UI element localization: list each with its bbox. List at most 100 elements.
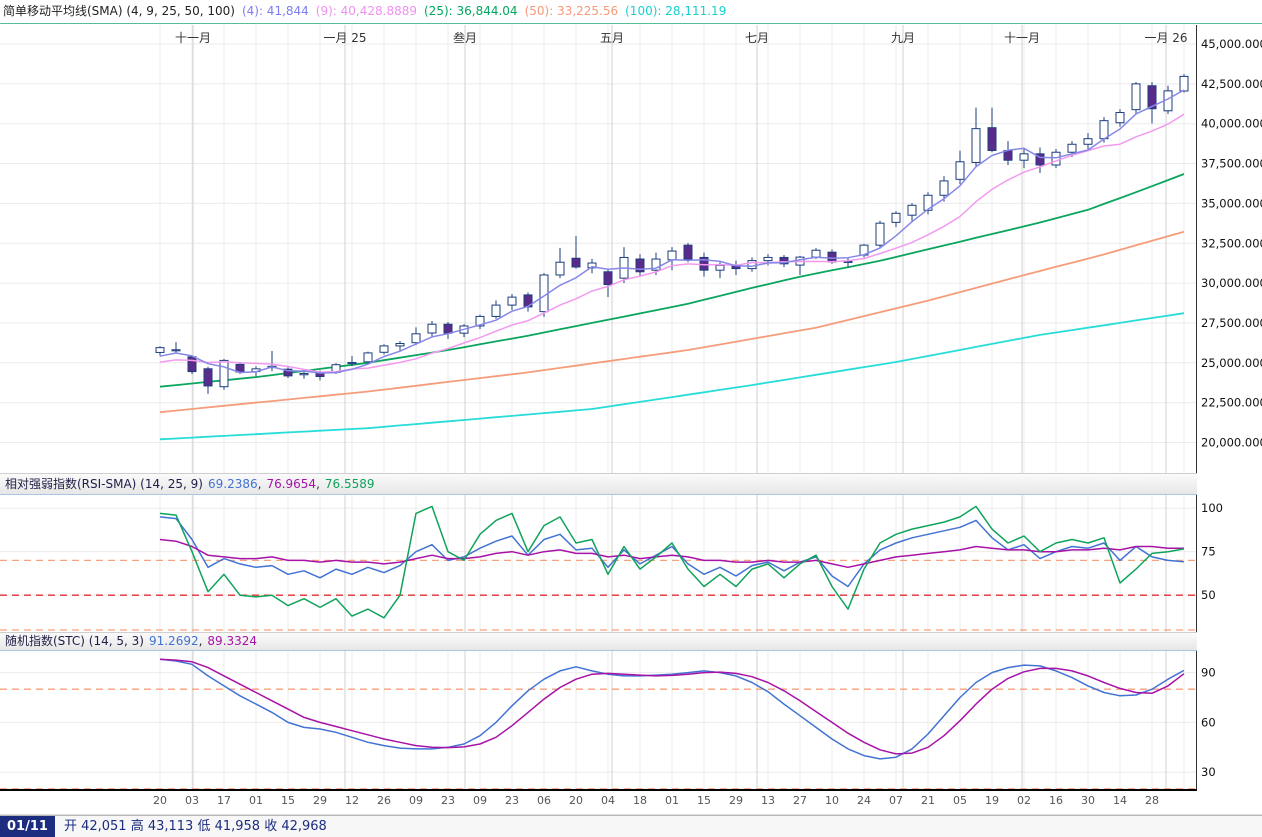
svg-text:25,000.0000: 25,000.0000	[1201, 356, 1262, 370]
svg-text:37,500.0000: 37,500.0000	[1201, 157, 1262, 171]
x-axis-label: 03	[185, 794, 199, 807]
candle	[955, 150, 965, 185]
candle	[171, 342, 181, 354]
x-axis-label: 28	[1145, 794, 1159, 807]
candle	[443, 321, 453, 339]
stc-line-K	[159, 658, 1185, 760]
rsi-line-RSI14	[159, 516, 1185, 588]
x-axis-label: 01	[665, 794, 679, 807]
rsi-indicator-header: 相对强弱指数(RSI-SMA) (14, 25, 9) 69.2386, 76.96…	[0, 473, 1197, 495]
x-axis-label: 29	[729, 794, 743, 807]
candle	[411, 327, 421, 346]
x-axis-label: 12	[345, 794, 359, 807]
stc-indicator-chart[interactable]: 90 60 30	[0, 651, 1262, 791]
x-axis-label: 29	[313, 794, 327, 807]
candle	[539, 273, 549, 317]
candle	[603, 268, 613, 297]
stc-line-D	[159, 658, 1185, 755]
candle	[875, 220, 885, 248]
svg-text:30,000.0000: 30,000.0000	[1201, 276, 1262, 290]
candle	[619, 247, 629, 283]
value-separator: ,	[257, 477, 262, 491]
rsi-indicator-chart[interactable]: 100 75 50	[0, 495, 1262, 632]
candle	[907, 203, 917, 221]
rsi-line-RSI25SMA	[159, 538, 1184, 569]
candle	[939, 176, 949, 202]
candle	[1051, 149, 1061, 169]
candle	[363, 351, 373, 364]
x-axis-label: 07	[889, 794, 903, 807]
x-axis-label: 18	[633, 794, 647, 807]
x-axis-label: 19	[985, 794, 999, 807]
x-axis-label: 30	[1081, 794, 1095, 807]
svg-text:九月: 九月	[891, 31, 915, 45]
svg-text:叁月: 叁月	[453, 30, 477, 45]
sma-values: (4): 41,844 (9): 40,428.8889 (25): 36,844.…	[235, 4, 726, 18]
candle	[427, 321, 437, 337]
candle	[1147, 82, 1157, 124]
candle	[571, 235, 581, 269]
candle	[1003, 141, 1013, 165]
candle	[1035, 147, 1045, 173]
indicator-value: 76.5589	[324, 477, 375, 491]
candle	[683, 243, 693, 263]
svg-text:45,000.0000: 45,000.0000	[1201, 37, 1262, 51]
x-axis-label: 05	[953, 794, 967, 807]
svg-text:一月 25: 一月 25	[323, 31, 366, 45]
month-labels: 十一月 一月 25 叁月 五月 七月 九月 十一月 一月 26	[175, 30, 1188, 45]
candle	[747, 257, 757, 272]
sma25-line	[159, 173, 1185, 388]
candle	[395, 341, 405, 351]
stc-indicator-header: 随机指数(STC) (14, 5, 3) 91.2692, 89.3324	[0, 632, 1197, 651]
indicator-value: (50): 33,225.56	[524, 4, 619, 18]
candle	[1115, 109, 1125, 127]
candles-layer	[155, 74, 1189, 394]
x-axis-label: 15	[281, 794, 295, 807]
sma9-line	[159, 113, 1185, 374]
rsi-values: 69.2386, 76.9654, 76.5589	[203, 477, 375, 491]
indicator-value: 76.9654	[266, 477, 317, 491]
candle	[971, 107, 981, 167]
svg-text:75: 75	[1201, 545, 1216, 559]
indicator-value: (100): 28,111.19	[625, 4, 727, 18]
threshold-dashed-lines	[0, 559, 1196, 631]
svg-text:32,500.0000: 32,500.0000	[1201, 236, 1262, 250]
x-axis-label: 26	[377, 794, 391, 807]
candle	[475, 314, 485, 330]
candle	[187, 355, 197, 374]
candle	[891, 211, 901, 228]
x-axis-label: 23	[441, 794, 455, 807]
candle	[555, 247, 565, 279]
x-axis-label: 13	[761, 794, 775, 807]
x-axis-label: 14	[1113, 794, 1127, 807]
horizontal-gridlines	[0, 672, 1196, 773]
stc-values: 91.2692, 89.3324	[144, 634, 257, 648]
candle	[923, 192, 933, 215]
svg-text:十一月: 十一月	[1004, 31, 1040, 45]
sma50-line	[159, 230, 1185, 414]
rsi-title: 相对强弱指数(RSI-SMA) (14, 25, 9)	[5, 477, 203, 491]
x-axis-label: 09	[409, 794, 423, 807]
svg-text:90: 90	[1201, 666, 1216, 680]
svg-text:五月: 五月	[600, 31, 624, 45]
slow-sma-lines	[159, 173, 1185, 441]
main-price-chart[interactable]: 十一月 一月 25 叁月 五月 七月 九月 十一月 一月 26 45,000.0000 42,50…	[0, 25, 1262, 473]
x-axis-label: 10	[825, 794, 839, 807]
x-axis-label: 24	[857, 794, 871, 807]
x-axis-label: 23	[505, 794, 519, 807]
svg-text:27,500.0000: 27,500.0000	[1201, 316, 1262, 330]
x-axis-label: 15	[697, 794, 711, 807]
candle	[203, 366, 213, 394]
indicator-value: 91.2692	[148, 634, 199, 648]
vertical-gridlines	[159, 495, 1185, 632]
x-axis-label: 09	[473, 794, 487, 807]
x-axis-label: 21	[921, 794, 935, 807]
svg-text:30: 30	[1201, 765, 1216, 779]
svg-text:20,000.0000: 20,000.0000	[1201, 436, 1262, 450]
candle	[283, 367, 293, 378]
status-bar: 01/11 开 42,051 高 43,113 低 41,958 收 42,968	[0, 815, 1262, 837]
rsi-line-RSI9	[159, 505, 1185, 619]
candle	[731, 260, 741, 275]
x-axis-baseline	[0, 789, 1197, 791]
